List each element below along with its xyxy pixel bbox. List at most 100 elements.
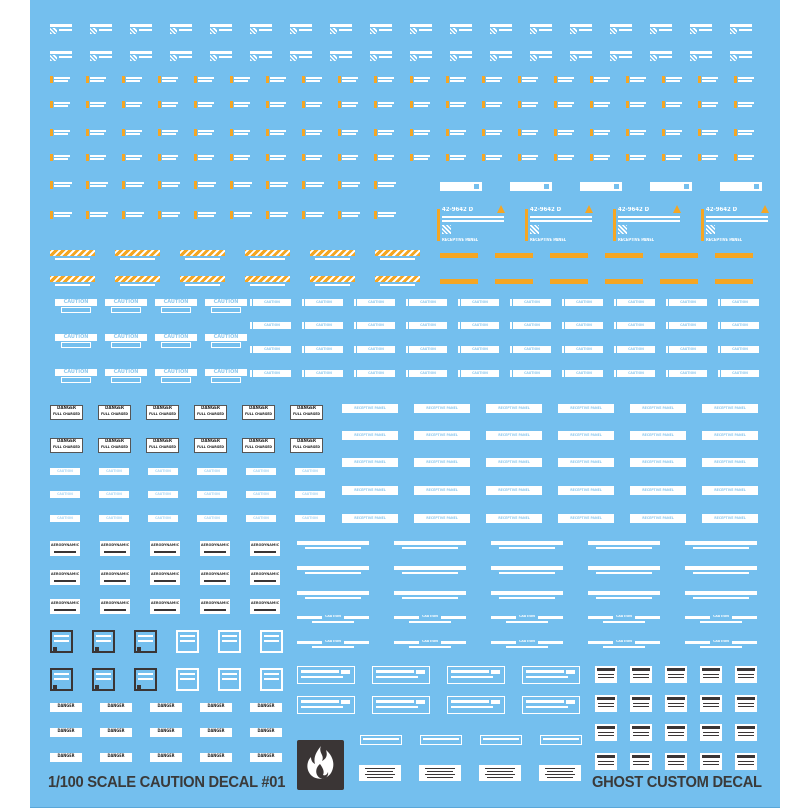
caution-small-tab: CAUTION (357, 370, 395, 377)
hatch-bar-decal (394, 541, 466, 545)
decal-stripe (259, 29, 272, 31)
decal-text: CAUTION (106, 491, 122, 496)
small-plate-decal (420, 735, 462, 745)
decal-stripe (90, 105, 104, 107)
decal-stripe (440, 641, 466, 644)
decal-stripe (703, 677, 719, 678)
orange-accent (518, 129, 521, 136)
caution-small-tab: CAUTION (565, 346, 603, 353)
decal-stripe (490, 51, 512, 54)
decal-text: CAUTION (472, 346, 488, 351)
decal-text: DANGER (107, 703, 125, 708)
decal-text: DANGER (152, 439, 173, 444)
decal-stripe (738, 706, 754, 707)
decal-stripe (667, 668, 685, 671)
decal-stripe (702, 697, 720, 700)
decal-stripe (402, 597, 458, 599)
decal-stripe (702, 77, 718, 79)
orange-accent (554, 76, 557, 83)
decal-stripe (579, 29, 592, 31)
decal-stripe (537, 641, 563, 644)
decal-stripe (90, 130, 106, 132)
danger-full-charged-decal: DANGER FULL CHARGED (50, 438, 83, 453)
hatch-bar-decal (297, 541, 369, 545)
decal-text: RECEPTIVE PANEL (570, 487, 602, 492)
decal-text: RECEPTIVE PANEL (498, 515, 530, 520)
decal-stripe (703, 735, 719, 736)
decal-stripe (162, 155, 178, 157)
caution-bar-decal: CAUTION (712, 615, 729, 620)
decal-stripe (254, 551, 276, 553)
decal-text: FULL CHARGED (197, 444, 224, 449)
danger-small-decal: DANGER (250, 728, 282, 737)
decal-stripe (558, 133, 572, 135)
decal-text: RECEPTIVE PANEL (426, 432, 458, 437)
square-warning-decal (260, 630, 283, 653)
decal-stripe (603, 646, 645, 648)
orange-accent (86, 129, 89, 136)
decal-stripe (596, 597, 652, 599)
decal-sub-box (211, 377, 241, 383)
hatch-mark (610, 55, 617, 61)
decal-stripe (306, 80, 320, 82)
caution-small-tab: CAUTION (409, 346, 447, 353)
decal-stripe (299, 29, 312, 31)
decal-stripe (305, 597, 361, 599)
hatch-mark (490, 28, 497, 34)
decal-stripe (162, 158, 176, 160)
decal-stripe (54, 102, 70, 104)
decal-stripe (603, 621, 645, 623)
orange-accent (698, 101, 701, 108)
decal-text: RECEPTIVE PANEL (498, 405, 530, 410)
decal-stripe (526, 676, 568, 678)
caution-small-tab: CAUTION (513, 322, 551, 329)
receptive-panel-strip: RECEPTIVE PANEL (414, 486, 470, 495)
orange-accent (302, 181, 305, 189)
decal-stripe (685, 641, 711, 644)
orange-accent (734, 154, 737, 161)
decal-text: CAUTION (422, 640, 438, 643)
decal-stripe (126, 130, 142, 132)
decal-text: AERODYNAMIC (200, 571, 230, 576)
decal-text: RECEPTIVE PANEL (354, 432, 386, 437)
decal-stripe (402, 572, 458, 574)
decal-text: DANGER (107, 753, 125, 758)
caution-small-tab: CAUTION (669, 299, 707, 306)
decal-stripe (427, 771, 453, 772)
decal-text: CAUTION (680, 346, 696, 351)
plate-decal (297, 696, 355, 714)
square-mark (53, 685, 57, 689)
orange-accent (626, 129, 629, 136)
decal-edge (666, 370, 668, 377)
decal-stripe (264, 640, 279, 642)
decal-edge (458, 299, 460, 306)
decal-stripe (451, 676, 493, 678)
decal-stripe (702, 755, 720, 758)
decal-stripe (126, 77, 142, 79)
receptive-panel-decal: 42-9642 D (618, 207, 685, 245)
decal-stripe (579, 56, 592, 58)
decal-text: RECEPTIVE PANEL (642, 515, 674, 520)
decal-stripe (54, 640, 69, 642)
decal-stripe (234, 133, 248, 135)
orange-accent (698, 154, 701, 161)
caution-label-decal: CAUTION (197, 491, 227, 498)
orange-bar-decal (660, 279, 698, 284)
orange-accent (266, 76, 269, 83)
decal-stripe (50, 51, 72, 54)
decal-stripe (667, 697, 685, 700)
hatch-mark (250, 28, 257, 34)
decal-stripe (219, 29, 232, 31)
decal-edge (302, 370, 304, 377)
orange-accent (50, 181, 53, 189)
plate-decal (447, 666, 505, 684)
orange-accent (374, 129, 377, 136)
decal-text: RECEPTIVE PANEL (642, 459, 674, 464)
decal-stripe (558, 105, 572, 107)
decal-text: AERODYNAMIC (200, 600, 230, 605)
hatch-bar-decal (491, 541, 563, 545)
hatch-mark (210, 55, 217, 61)
decal-stripe (126, 185, 142, 187)
caution-small-tab: CAUTION (617, 299, 655, 306)
decal-text: CAUTION (106, 468, 122, 473)
